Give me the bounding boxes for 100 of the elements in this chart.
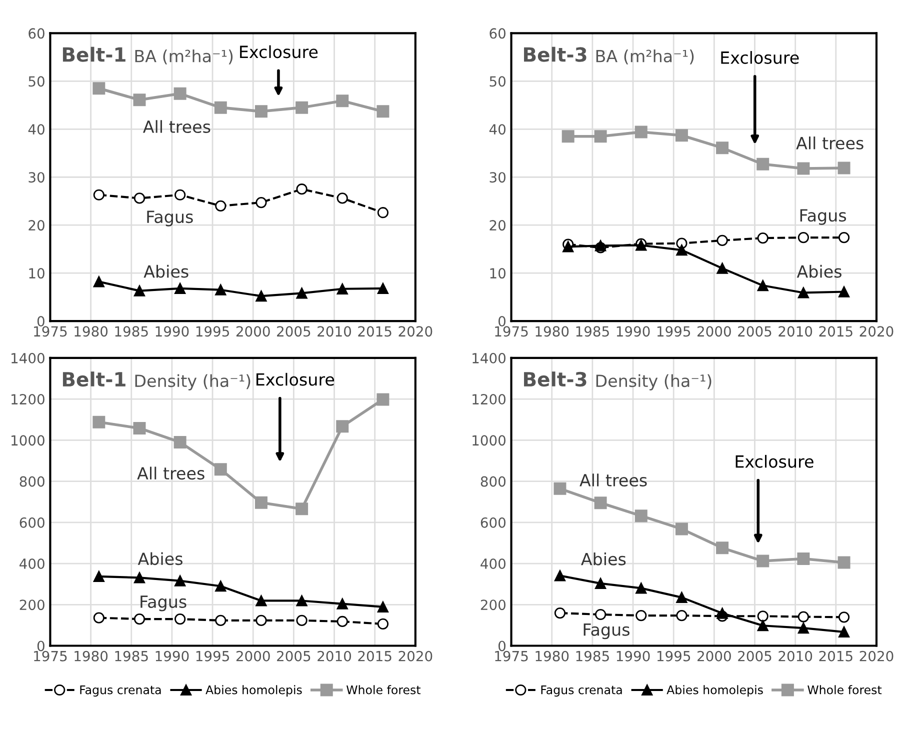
annotation: Fagus (147, 210, 193, 226)
point (215, 580, 226, 592)
point (92, 82, 106, 95)
point (134, 285, 146, 296)
text: BA (m²ha⁻¹) (596, 50, 694, 64)
point (757, 610, 768, 622)
y-tick-label: 50 (28, 76, 44, 87)
point (594, 608, 606, 620)
point (377, 618, 389, 630)
point (376, 105, 390, 118)
y-tick-label: 400 (20, 558, 44, 569)
point (675, 129, 688, 142)
x-tick-label: 1995 (657, 326, 690, 337)
annotation: Fagus (140, 596, 186, 612)
x-tick-label: 2010 (778, 326, 812, 337)
point (562, 130, 574, 143)
x-tick-label: 1985 (576, 650, 609, 662)
point (336, 598, 348, 610)
point (676, 592, 688, 603)
text: Density (ha⁻¹) (596, 374, 712, 390)
point (296, 184, 308, 195)
annotation: Exclosure (240, 45, 318, 58)
point (634, 510, 648, 522)
point (798, 622, 809, 634)
y-tick-label: 30 (490, 172, 506, 183)
point (716, 142, 729, 154)
point (838, 232, 850, 244)
point (336, 616, 348, 628)
point (798, 287, 809, 298)
point (336, 192, 348, 204)
point (93, 570, 104, 582)
point (93, 189, 104, 200)
y-tick-label: 40 (28, 124, 44, 135)
point (554, 608, 566, 619)
point (174, 436, 186, 448)
point (256, 595, 267, 606)
point (214, 101, 227, 114)
x-tick-label: 2010 (318, 326, 352, 337)
point (797, 162, 810, 175)
x-tick-label: 2020 (860, 650, 894, 662)
text: Density (ha⁻¹) (135, 374, 250, 390)
point (676, 244, 688, 256)
y-tick-label: 0 (37, 640, 44, 652)
annotation: All trees (137, 466, 204, 480)
point (838, 556, 850, 569)
point (757, 280, 768, 292)
point (93, 612, 104, 624)
annotation: Exclosure (721, 51, 799, 64)
x-tick-label: 2000 (698, 650, 731, 662)
y-tick-label: 0 (37, 316, 44, 327)
point (296, 101, 308, 114)
text: Belt-1 (62, 372, 126, 387)
y-tick-label: 800 (480, 476, 506, 487)
text: BA (m²ha⁻¹) (135, 50, 233, 64)
x-tick-label: 1980 (74, 326, 108, 337)
x-tick-label: 1980 (536, 650, 569, 662)
legend-label: Abies homolepis (206, 685, 302, 697)
point (215, 284, 226, 296)
y-tick-label: 60 (490, 28, 506, 39)
point (554, 482, 566, 495)
y-tick-label: 1400 (12, 352, 44, 364)
x-tick-label: 1995 (196, 326, 229, 337)
point (336, 283, 348, 294)
point (174, 613, 186, 625)
x-tick-label: 1995 (196, 650, 229, 662)
point (716, 234, 728, 246)
x-tick-label: 1995 (657, 650, 690, 662)
annotation: Abies (138, 552, 182, 566)
y-tick-label: 0 (498, 316, 506, 327)
point (174, 189, 186, 200)
y-tick-label: 200 (480, 600, 506, 610)
point (134, 572, 146, 584)
annotation: Abies (796, 264, 842, 278)
legend-label: Whole forest (346, 685, 421, 694)
y-tick-label: 50 (490, 76, 506, 87)
text: Belt-3 (524, 372, 586, 387)
point (798, 232, 809, 244)
point (636, 610, 647, 622)
x-tick-label: 1980 (536, 326, 569, 337)
point (256, 196, 267, 208)
point (377, 601, 389, 612)
y-tick-label: 800 (20, 476, 44, 487)
x-tick-label: 2015 (358, 650, 392, 662)
annotation: Abies (144, 264, 188, 278)
point (716, 542, 729, 554)
x-tick-label: 2015 (819, 650, 852, 662)
x-tick-label: 2010 (318, 650, 352, 662)
point (838, 162, 850, 174)
x-tick-label: 1985 (115, 326, 148, 337)
point (134, 613, 146, 625)
x-tick-label: 2000 (236, 650, 270, 662)
x-tick-label: 2020 (860, 326, 894, 337)
point (254, 496, 268, 509)
point (757, 232, 768, 244)
point (594, 578, 606, 590)
x-tick-label: 1990 (616, 326, 650, 337)
point (92, 416, 106, 428)
x-tick-label: 1975 (495, 326, 528, 337)
y-tick-label: 20 (28, 220, 44, 231)
legend-label: Fagus crenata (541, 686, 622, 697)
